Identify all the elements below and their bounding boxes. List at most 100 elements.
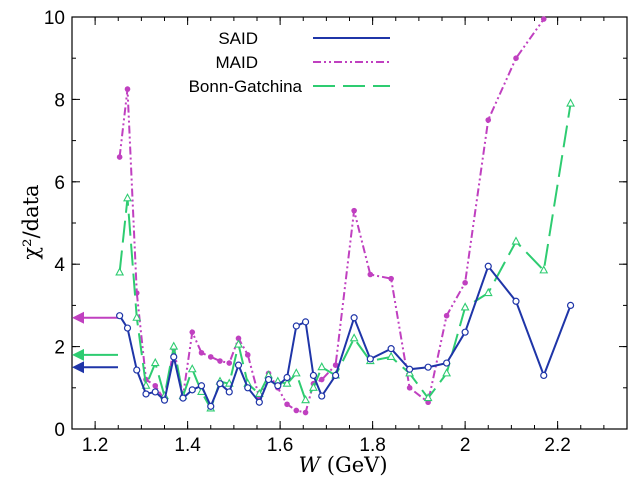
data-point-maid <box>226 360 233 366</box>
data-point-bonn-gatchina <box>386 351 396 360</box>
data-point-maid <box>318 376 325 383</box>
data-point-maid <box>189 329 196 335</box>
data-point-bonn-gatchina <box>423 392 433 402</box>
data-point-said <box>443 359 451 367</box>
y-axis-label: χ²/data <box>19 184 43 259</box>
data-point-bonn-gatchina <box>115 267 125 276</box>
data-point-maid <box>152 382 159 389</box>
data-point-maid <box>217 358 223 364</box>
y-tick-label: 8 <box>54 90 65 111</box>
y-tick-label: 10 <box>44 8 65 29</box>
data-point-said <box>424 363 432 371</box>
data-point-said <box>366 355 374 363</box>
data-point-said <box>274 382 282 390</box>
data-point-bonn-gatchina <box>132 312 142 321</box>
x-tick-label: 1.8 <box>359 435 385 456</box>
x-tick-label: 2 <box>460 435 471 456</box>
data-point-said <box>406 365 414 373</box>
series-maid <box>116 16 547 416</box>
data-point-said <box>151 388 159 396</box>
x-axis-label-var: W <box>298 453 322 477</box>
legend-label-said: SAID <box>218 29 258 48</box>
data-point-bonn-gatchina <box>169 341 179 350</box>
data-point-said <box>160 396 169 404</box>
data-point-maid <box>302 409 309 416</box>
data-point-maid <box>198 349 205 356</box>
data-point-bonn-gatchina <box>442 368 452 377</box>
data-point-bonn-gatchina <box>483 287 493 297</box>
arrows-layer <box>72 311 118 374</box>
data-point-said <box>350 314 358 322</box>
data-point-maid <box>351 207 357 214</box>
data-point-maid <box>332 362 339 368</box>
x-tick-label: 1.2 <box>82 435 108 456</box>
data-point-said <box>216 380 224 388</box>
x-tick-label: 1.4 <box>174 435 201 456</box>
data-point-said <box>133 366 141 374</box>
data-point-maid <box>284 401 290 408</box>
data-point-said <box>512 297 520 305</box>
data-point-maid <box>244 352 251 358</box>
data-point-said <box>283 373 291 382</box>
data-point-maid <box>406 385 413 391</box>
series-layer <box>115 16 575 416</box>
data-point-bonn-gatchina <box>234 339 243 348</box>
x-tick-label: 1.6 <box>267 435 293 456</box>
y-tick-label: 0 <box>54 420 65 441</box>
data-point-maid <box>443 312 450 319</box>
data-point-said <box>197 382 206 390</box>
y-tick-label: 6 <box>54 173 65 194</box>
data-point-said <box>318 392 326 400</box>
data-point-said <box>207 402 215 410</box>
data-point-said <box>244 384 252 392</box>
series-line-maid <box>118 18 545 414</box>
average-arrow-head-bonn-gatchina <box>72 348 84 361</box>
x-tick-label: 2.2 <box>544 435 570 456</box>
data-point-maid <box>235 335 242 342</box>
data-point-said <box>566 301 575 309</box>
series-bonn-gatchina <box>115 98 575 412</box>
data-point-bonn-gatchina <box>309 382 318 391</box>
data-point-bonn-gatchina <box>141 380 151 389</box>
data-point-said <box>309 371 318 380</box>
data-point-said <box>123 324 132 332</box>
data-point-maid <box>116 154 123 160</box>
data-point-maid <box>540 16 547 22</box>
data-point-said <box>301 318 310 326</box>
legend-label-bonn-gatchina: Bonn-Gatchina <box>189 77 303 96</box>
x-axis-label-unit: (GeV) <box>320 453 387 477</box>
data-point-maid <box>513 55 519 61</box>
data-point-bonn-gatchina <box>566 98 575 107</box>
data-point-bonn-gatchina <box>150 357 160 367</box>
plot-area <box>71 16 628 430</box>
data-point-maid <box>485 117 492 123</box>
data-point-bonn-gatchina <box>187 364 197 373</box>
data-point-said <box>461 328 469 336</box>
data-point-said <box>484 262 492 270</box>
x-axis-label: W (GeV) <box>298 453 387 477</box>
ticks-layer: 1.2 1.4 1.6 1.8 2 2.2 0 2 4 6 8 10 <box>44 8 628 456</box>
data-point-maid <box>124 86 131 92</box>
y-tick-label: 4 <box>54 255 65 276</box>
data-point-said <box>234 361 243 369</box>
data-point-bonn-gatchina <box>301 394 310 404</box>
data-point-bonn-gatchina <box>460 302 470 311</box>
data-point-maid <box>462 279 468 286</box>
data-point-said <box>170 353 178 361</box>
series-line-bonn-gatchina <box>118 103 572 411</box>
data-point-said <box>540 371 548 380</box>
legend-label-maid: MAID <box>216 53 259 72</box>
data-point-said <box>332 371 340 380</box>
data-point-said <box>188 386 196 394</box>
data-point-maid <box>207 354 214 360</box>
legend: SAID MAID Bonn-Gatchina <box>189 29 390 96</box>
data-point-said <box>116 312 124 320</box>
data-point-maid <box>293 407 300 414</box>
data-point-bonn-gatchina <box>254 388 264 398</box>
data-point-said <box>387 345 395 353</box>
average-arrow-head-maid <box>72 311 84 324</box>
average-arrow-head-said <box>72 361 84 374</box>
data-point-bonn-gatchina <box>349 333 359 342</box>
data-point-bonn-gatchina <box>123 193 132 202</box>
